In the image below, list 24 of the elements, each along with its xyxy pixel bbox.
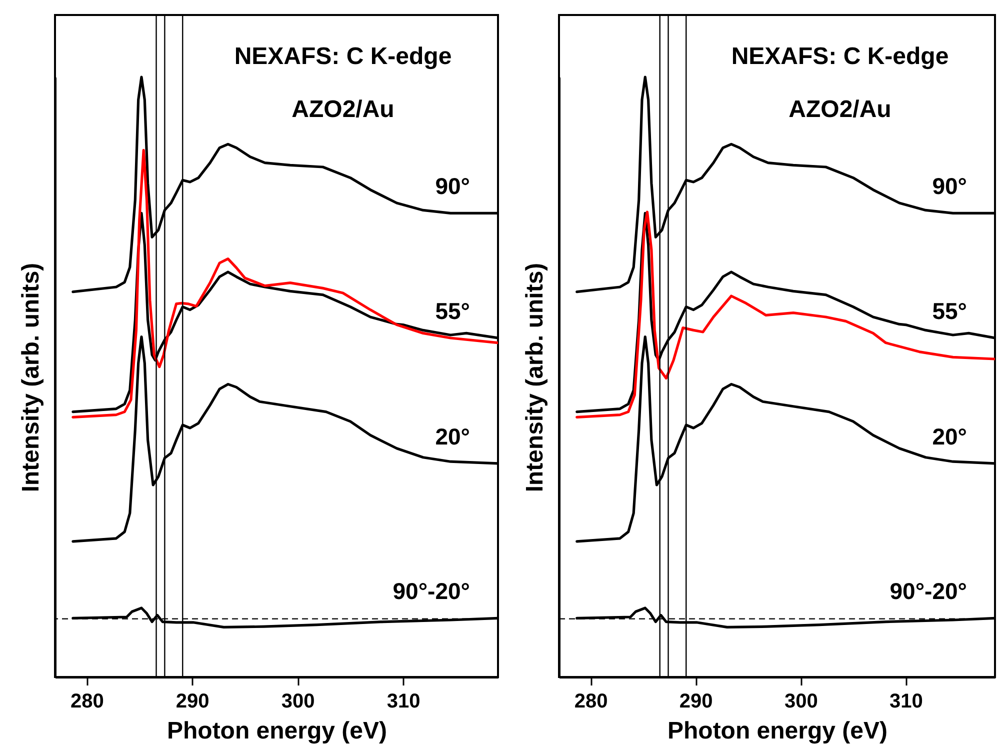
x-tick-label: 300 bbox=[784, 690, 818, 712]
x-tick-label: 300 bbox=[281, 690, 315, 712]
series-label: 55° bbox=[435, 298, 470, 324]
series-label: 90°-20° bbox=[890, 578, 967, 604]
series-label: 90°-20° bbox=[392, 578, 470, 604]
series-label: 20° bbox=[435, 423, 470, 450]
y-axis-title: Intensity (arb. units) bbox=[18, 262, 44, 492]
x-tick-label: 280 bbox=[70, 690, 104, 712]
x-tick-label: 290 bbox=[679, 690, 713, 712]
x-tick-label: 280 bbox=[574, 690, 608, 712]
series-label: 55° bbox=[932, 298, 967, 324]
annotation: AZO2/Au bbox=[292, 96, 394, 123]
x-tick-label: 310 bbox=[890, 690, 923, 712]
annotation: AZO2/Au bbox=[788, 96, 892, 123]
series-label: 90° bbox=[435, 173, 470, 200]
x-axis-title: Photon energy (eV) bbox=[166, 718, 388, 744]
series-label: 20° bbox=[932, 423, 967, 450]
series-label: 90° bbox=[932, 173, 967, 200]
x-tick-label: 310 bbox=[386, 690, 420, 712]
text: NEXAFS: C K-edge bbox=[234, 43, 452, 70]
x-tick-label: 290 bbox=[176, 690, 210, 712]
y-axis-title: Intensity (arb. units) bbox=[522, 262, 548, 492]
text: NEXAFS: C K-edge bbox=[731, 43, 949, 70]
x-axis-title: Photon energy (eV) bbox=[667, 718, 888, 744]
